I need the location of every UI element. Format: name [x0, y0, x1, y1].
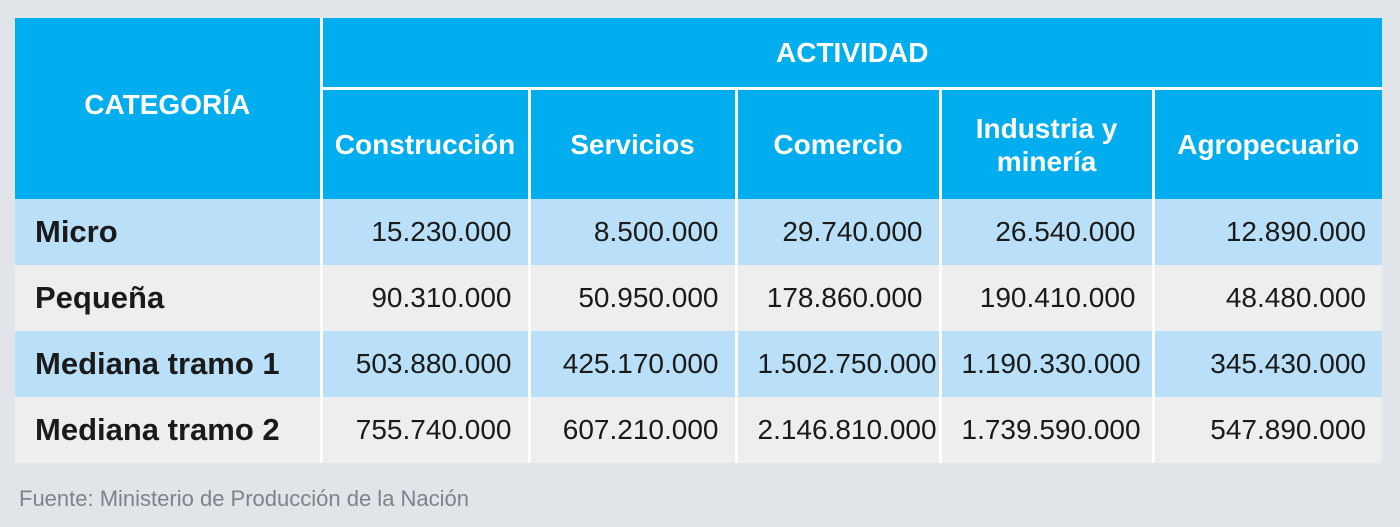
table-row: Mediana tramo 2 755.740.000 607.210.000 …: [15, 397, 1382, 463]
table-cell: 29.740.000: [736, 199, 942, 265]
category-header: CATEGORÍA: [15, 18, 323, 199]
column-header-industria-mineria: Industria y minería: [940, 88, 1155, 199]
activity-header: ACTIVIDAD: [321, 18, 1382, 90]
table-body: Micro 15.230.000 8.500.000 29.740.000 26…: [15, 199, 1382, 463]
table-cell: 48.480.000: [1153, 265, 1382, 331]
data-table-container: CATEGORÍA ACTIVIDAD Construcción Servici…: [15, 18, 1382, 463]
table-cell: 15.230.000: [321, 199, 531, 265]
row-label-mediana-tramo-1: Mediana tramo 1: [15, 331, 323, 397]
header-row-top: CATEGORÍA ACTIVIDAD: [15, 18, 1382, 199]
column-header-agropecuario: Agropecuario: [1153, 88, 1382, 199]
table-cell: 345.430.000: [1153, 331, 1382, 397]
table-cell: 1.502.750.000: [736, 331, 942, 397]
column-header-comercio: Comercio: [736, 88, 942, 199]
table-cell: 26.540.000: [940, 199, 1155, 265]
table-row: Micro 15.230.000 8.500.000 29.740.000 26…: [15, 199, 1382, 265]
row-label-mediana-tramo-2: Mediana tramo 2: [15, 397, 323, 463]
table-header: CATEGORÍA ACTIVIDAD Construcción Servici…: [15, 18, 1382, 199]
table-cell: 12.890.000: [1153, 199, 1382, 265]
table-cell: 178.860.000: [736, 265, 942, 331]
category-activity-table: CATEGORÍA ACTIVIDAD Construcción Servici…: [15, 18, 1382, 463]
table-cell: 190.410.000: [940, 265, 1155, 331]
table-cell: 1.739.590.000: [940, 397, 1155, 463]
row-label-pequena: Pequeña: [15, 265, 323, 331]
table-cell: 425.170.000: [529, 331, 738, 397]
table-cell: 50.950.000: [529, 265, 738, 331]
table-row: Mediana tramo 1 503.880.000 425.170.000 …: [15, 331, 1382, 397]
row-label-micro: Micro: [15, 199, 323, 265]
table-cell: 607.210.000: [529, 397, 738, 463]
column-header-servicios: Servicios: [529, 88, 738, 199]
table-cell: 90.310.000: [321, 265, 531, 331]
table-cell: 2.146.810.000: [736, 397, 942, 463]
table-cell: 755.740.000: [321, 397, 531, 463]
table-cell: 503.880.000: [321, 331, 531, 397]
column-header-construccion: Construcción: [321, 88, 531, 199]
table-row: Pequeña 90.310.000 50.950.000 178.860.00…: [15, 265, 1382, 331]
table-cell: 1.190.330.000: [940, 331, 1155, 397]
table-cell: 547.890.000: [1153, 397, 1382, 463]
table-cell: 8.500.000: [529, 199, 738, 265]
source-note: Fuente: Ministerio de Producción de la N…: [19, 486, 470, 511]
header-row-columns: Construcción Servicios Comercio Industri…: [15, 88, 1382, 199]
